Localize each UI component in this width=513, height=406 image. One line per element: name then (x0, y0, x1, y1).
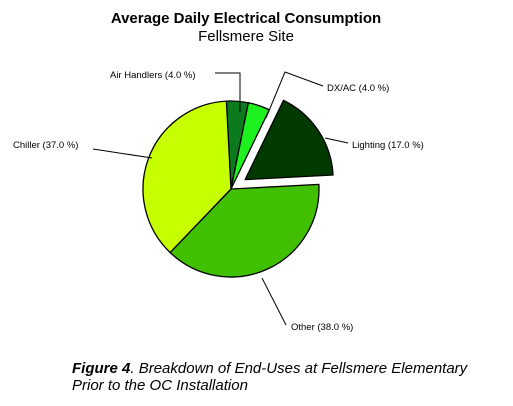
slice-label-lighting: Lighting (17.0 %) (352, 140, 424, 151)
leader-line-air-handlers (215, 72, 241, 112)
figure-caption: Figure 4. Breakdown of End-Uses at Fells… (72, 360, 512, 394)
leader-line-other (261, 277, 287, 326)
pie-slice-other (169, 183, 320, 278)
leader-line-dx-ac (265, 71, 324, 119)
pie-slice-chiller (142, 100, 232, 254)
caption-line-1: . Breakdown of End-Uses at Fellsmere Ele… (130, 360, 468, 377)
slice-label-dx-ac: DX/AC (4.0 %) (327, 83, 389, 94)
chart-subtitle: Fellsmere Site (198, 28, 294, 45)
leader-lines (92, 71, 349, 326)
figure-label: Figure 4 (72, 360, 131, 377)
slice-label-other: Other (38.0 %) (291, 322, 353, 333)
leader-line-chiller (92, 148, 153, 159)
pie-slice-lighting (244, 99, 334, 181)
slice-label-chiller: Chiller (37.0 %) (13, 140, 78, 151)
slice-labels: Air Handlers (4.0 %) DX/AC (4.0 %) Light… (13, 70, 424, 333)
slice-label-air-handlers: Air Handlers (4.0 %) (110, 70, 196, 81)
caption-line-2: Prior to the OC Installation (72, 377, 248, 394)
pie-slices (142, 99, 334, 278)
leader-line-lighting (324, 137, 349, 144)
chart-title: Average Daily Electrical Consumption (111, 10, 381, 27)
